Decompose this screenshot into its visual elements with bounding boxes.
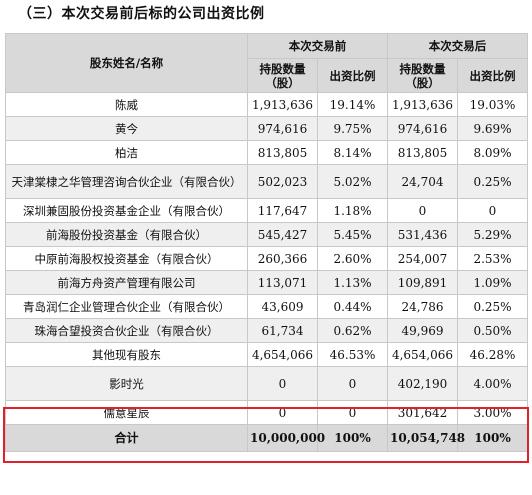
header-after-shares: 持股数量（股） (387, 58, 458, 93)
after-ratio: 3.00% (457, 400, 528, 425)
before-shares: 502,023 (247, 164, 318, 199)
table-row: 其他现有股东 4,654,066 46.53% 4,654,066 46.28% (5, 342, 528, 367)
table-row: 影时光 0 0 402,190 4.00% (5, 366, 528, 401)
table-row: 黄今 974,616 9.75% 974,616 9.69% (5, 116, 528, 141)
before-shares: 61,734 (247, 318, 318, 343)
after-shares: 301,642 (387, 400, 458, 425)
before-shares: 545,427 (247, 222, 318, 247)
shareholder-name: 儒意星辰 (5, 400, 248, 425)
after-shares: 24,704 (387, 164, 458, 199)
after-ratio: 5.29% (457, 222, 528, 247)
after-ratio: 4.00% (457, 366, 528, 401)
after-ratio: 19.03% (457, 92, 528, 117)
before-ratio: 0 (317, 366, 388, 401)
equity-table: 股东姓名/名称 本次交易前 本次交易后 持股数量（股） 出资比例 持股数量（股）… (5, 33, 528, 452)
before-ratio: 9.75% (317, 116, 388, 141)
shareholder-name: 其他现有股东 (5, 342, 248, 367)
header-shareholder: 股东姓名/名称 (5, 33, 248, 93)
shareholder-name: 陈威 (5, 92, 248, 117)
shareholder-name: 前海方舟资产管理有限公司 (5, 270, 248, 295)
before-shares: 113,071 (247, 270, 318, 295)
before-ratio: 2.60% (317, 246, 388, 271)
after-ratio: 2.53% (457, 246, 528, 271)
header-after-ratio: 出资比例 (457, 58, 528, 93)
total-after-shares: 10,054,748 (387, 424, 465, 452)
after-shares: 254,007 (387, 246, 458, 271)
before-shares: 117,647 (247, 198, 318, 223)
before-ratio: 5.02% (317, 164, 388, 199)
shareholder-name: 天津棠棣之华管理咨询合伙企业（有限合伙） (5, 164, 248, 199)
before-ratio: 0.44% (317, 294, 388, 319)
table-row: 儒意星辰 0 0 301,642 3.00% (5, 400, 528, 425)
before-ratio: 0.62% (317, 318, 388, 343)
after-ratio: 9.69% (457, 116, 528, 141)
after-shares: 1,913,636 (387, 92, 458, 117)
before-shares: 1,913,636 (247, 92, 318, 117)
before-ratio: 1.13% (317, 270, 388, 295)
after-shares: 4,654,066 (387, 342, 458, 367)
after-ratio: 1.09% (457, 270, 528, 295)
header-before-ratio: 出资比例 (317, 58, 388, 93)
after-shares: 24,786 (387, 294, 458, 319)
shareholder-name: 影时光 (5, 366, 248, 401)
before-ratio: 5.45% (317, 222, 388, 247)
shareholder-name: 深圳兼固股份投资基金企业（有限合伙） (5, 198, 248, 223)
after-shares: 531,436 (387, 222, 458, 247)
section-heading: （三）本次交易前后标的公司出资比例 (18, 6, 265, 22)
total-row: 合计 10,000,000 100% 10,054,748 100% (5, 424, 528, 452)
total-before-ratio: 100% (317, 424, 388, 452)
after-ratio: 0 (457, 198, 528, 223)
table-row: 陈威 1,913,636 19.14% 1,913,636 19.03% (5, 92, 528, 117)
after-ratio: 0.25% (457, 294, 528, 319)
shareholder-name: 珠海合望投资合伙企业（有限合伙） (5, 318, 248, 343)
shareholder-name: 前海股份投资基金（有限合伙） (5, 222, 248, 247)
before-shares: 0 (247, 366, 318, 401)
shareholder-name: 黄今 (5, 116, 248, 141)
after-ratio: 0.25% (457, 164, 528, 199)
before-shares: 0 (247, 400, 318, 425)
total-after-ratio: 100% (457, 424, 528, 452)
table-row: 中原前海股权投资基金（有限合伙） 260,366 2.60% 254,007 2… (5, 246, 528, 271)
shareholder-name: 柏洁 (5, 140, 248, 165)
table-row: 柏洁 813,805 8.14% 813,805 8.09% (5, 140, 528, 165)
header-row-2: 持股数量（股） 出资比例 持股数量（股） 出资比例 (6, 58, 528, 93)
after-shares: 974,616 (387, 116, 458, 141)
before-shares: 4,654,066 (247, 342, 318, 367)
after-ratio: 46.28% (457, 342, 528, 367)
table-row: 青岛润仁企业管理合伙企业（有限合伙） 43,609 0.44% 24,786 0… (5, 294, 528, 319)
header-before-shares: 持股数量（股） (247, 58, 318, 93)
header-after: 本次交易后 (387, 33, 528, 59)
total-label: 合计 (5, 424, 248, 452)
before-ratio: 1.18% (317, 198, 388, 223)
before-ratio: 19.14% (317, 92, 388, 117)
after-shares: 813,805 (387, 140, 458, 165)
total-before-shares: 10,000,000 (247, 424, 325, 452)
table-row: 深圳兼固股份投资基金企业（有限合伙） 117,647 1.18% 0 0 (5, 198, 528, 223)
before-ratio: 8.14% (317, 140, 388, 165)
shareholder-name: 青岛润仁企业管理合伙企业（有限合伙） (5, 294, 248, 319)
shareholder-name: 中原前海股权投资基金（有限合伙） (5, 246, 248, 271)
table-row: 前海方舟资产管理有限公司 113,071 1.13% 109,891 1.09% (5, 270, 528, 295)
before-ratio: 0 (317, 400, 388, 425)
header-before: 本次交易前 (247, 33, 388, 59)
table-row: 珠海合望投资合伙企业（有限合伙） 61,734 0.62% 49,969 0.5… (5, 318, 528, 343)
before-shares: 260,366 (247, 246, 318, 271)
before-ratio: 46.53% (317, 342, 388, 367)
after-ratio: 0.50% (457, 318, 528, 343)
after-shares: 109,891 (387, 270, 458, 295)
header-row-1: 股东姓名/名称 本次交易前 本次交易后 (5, 33, 528, 93)
after-shares: 49,969 (387, 318, 458, 343)
after-shares: 402,190 (387, 366, 458, 401)
after-ratio: 8.09% (457, 140, 528, 165)
before-shares: 974,616 (247, 116, 318, 141)
before-shares: 43,609 (247, 294, 318, 319)
after-shares: 0 (387, 198, 458, 223)
before-shares: 813,805 (247, 140, 318, 165)
table-row: 前海股份投资基金（有限合伙） 545,427 5.45% 531,436 5.2… (5, 222, 528, 247)
table-row: 天津棠棣之华管理咨询合伙企业（有限合伙） 502,023 5.02% 24,70… (5, 164, 528, 199)
